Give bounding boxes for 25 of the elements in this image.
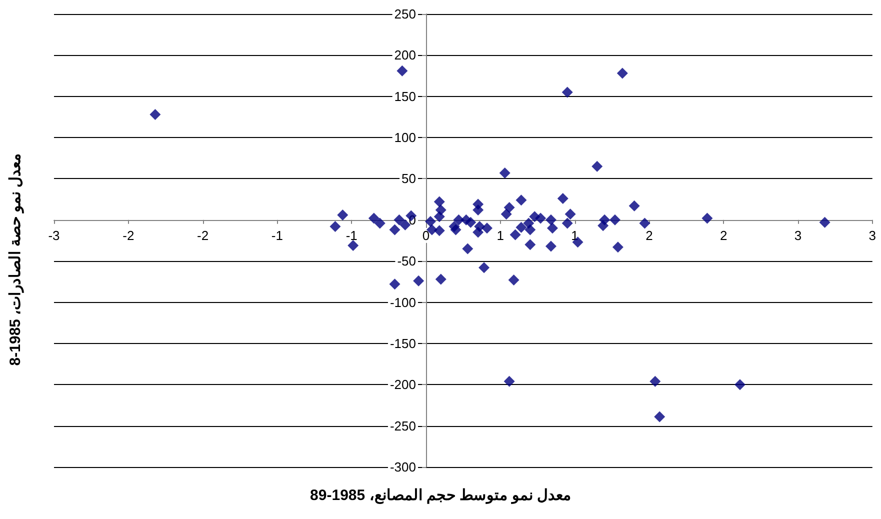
x-tick-label: 2	[720, 228, 728, 243]
y-tick-label: -200	[390, 377, 416, 392]
y-axis-title: معدل نمو حصة الصادرات، 1985-8	[7, 153, 24, 366]
x-axis-title: معدل نمو متوسط حجم المصانع، 1985-89	[310, 487, 571, 504]
x-tick-label: 3	[868, 228, 876, 243]
x-tick-label: -1	[271, 228, 283, 243]
x-tick-label: 1	[571, 228, 578, 243]
y-tick-label: -250	[390, 418, 416, 434]
x-tick-label: 2	[646, 228, 653, 243]
x-tick-label: -2	[122, 228, 134, 243]
y-tick-label: 100	[394, 130, 416, 146]
x-tick-label: 0	[422, 228, 430, 243]
y-tick-label: -50	[397, 254, 416, 269]
y-tick-label: -150	[390, 336, 416, 351]
y-tick-label: 50	[402, 171, 416, 186]
y-tick-label: -100	[390, 294, 416, 310]
y-tick-label: -300	[390, 460, 416, 474]
x-tick-label: 3	[794, 228, 802, 243]
y-tick-label: 250	[394, 6, 416, 22]
y-tick-label: 150	[394, 88, 416, 104]
x-tick-label: 1	[496, 228, 504, 243]
x-tick-label: -3	[48, 228, 60, 243]
x-tick-label: -2	[197, 228, 209, 243]
y-tick-label: 200	[394, 48, 416, 63]
x-tick-label: -1	[346, 228, 358, 243]
